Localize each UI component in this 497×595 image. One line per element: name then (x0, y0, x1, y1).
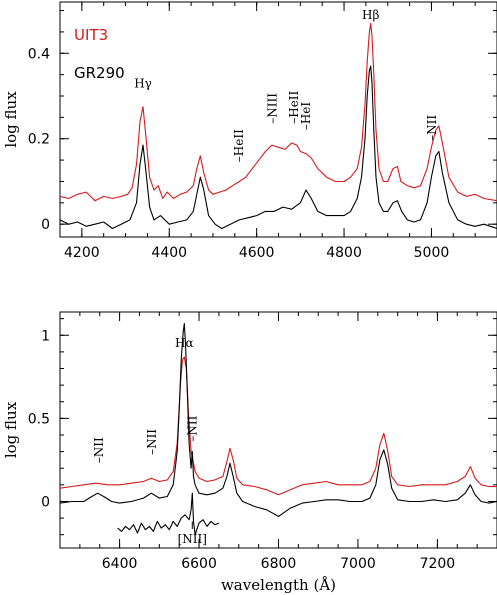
bottom-line-annotation: –NII (145, 429, 159, 455)
bottom-plot-frame (59, 311, 497, 549)
bottom-y-tick-label: 0 (41, 494, 50, 510)
top-x-tick-label: 5000 (414, 245, 450, 261)
bottom-y-tick-label: 0.5 (28, 411, 50, 427)
bottom-line-annotation: –NII (92, 437, 106, 463)
top-spectrum-panel: 4200 4400 4600 4800 5000 0 0.2 0.4 log flux UIT3 G… (2, 1, 497, 261)
top-line-annotation: Hγ (134, 76, 152, 90)
bottom-line-annotation: Hα (175, 336, 194, 350)
top-x-tick-label: 4200 (64, 245, 100, 261)
top-series-uit3-line (60, 22, 497, 202)
top-line-annotation: –HeII (232, 129, 246, 162)
top-line-annotation: –HeII (287, 90, 301, 123)
top-series-gr290-line (60, 65, 497, 230)
bottom-x-tick-label: 7000 (340, 556, 376, 572)
top-y-tick-label: 0 (41, 217, 50, 233)
bottom-line-annotation: –NII (185, 415, 199, 441)
top-line-annotation: –HeI (299, 102, 313, 131)
bottom-x-tick-label: 6400 (102, 556, 138, 572)
bottom-x-tick-label: 6600 (181, 556, 217, 572)
top-y-axis-label: log flux (2, 91, 20, 148)
top-y-tick-label: 0.2 (28, 132, 50, 148)
bottom-series-nii-line (117, 492, 220, 536)
top-x-tick-label: 4600 (239, 245, 275, 261)
bottom-line-annotation: [NII] (178, 532, 207, 546)
bottom-x-axis-label: wavelength (Å) (221, 576, 336, 594)
bottom-series-uit3-line (60, 356, 497, 496)
top-x-tick-label: 4400 (151, 245, 187, 261)
top-y-tick-label: 0.4 (28, 46, 50, 62)
bottom-spectrum-panel: 6400 6600 6800 7000 7200 0 0.5 1 log flux wavelen… (2, 311, 497, 594)
bottom-x-tick-label: 6800 (261, 556, 297, 572)
bottom-series-gr290-line (60, 323, 497, 517)
legend-entry-gr290: GR290 (74, 64, 125, 82)
top-line-annotation: –NII (425, 115, 439, 141)
top-x-tick-label: 4800 (326, 245, 362, 261)
top-line-annotation: –NIII (265, 93, 279, 124)
bottom-x-tick-label: 7200 (420, 556, 456, 572)
bottom-y-axis-label: log flux (2, 401, 20, 458)
legend-entry-uit3: UIT3 (74, 26, 108, 44)
bottom-y-tick-label: 1 (41, 328, 50, 344)
top-line-annotation: Hβ (362, 8, 379, 22)
